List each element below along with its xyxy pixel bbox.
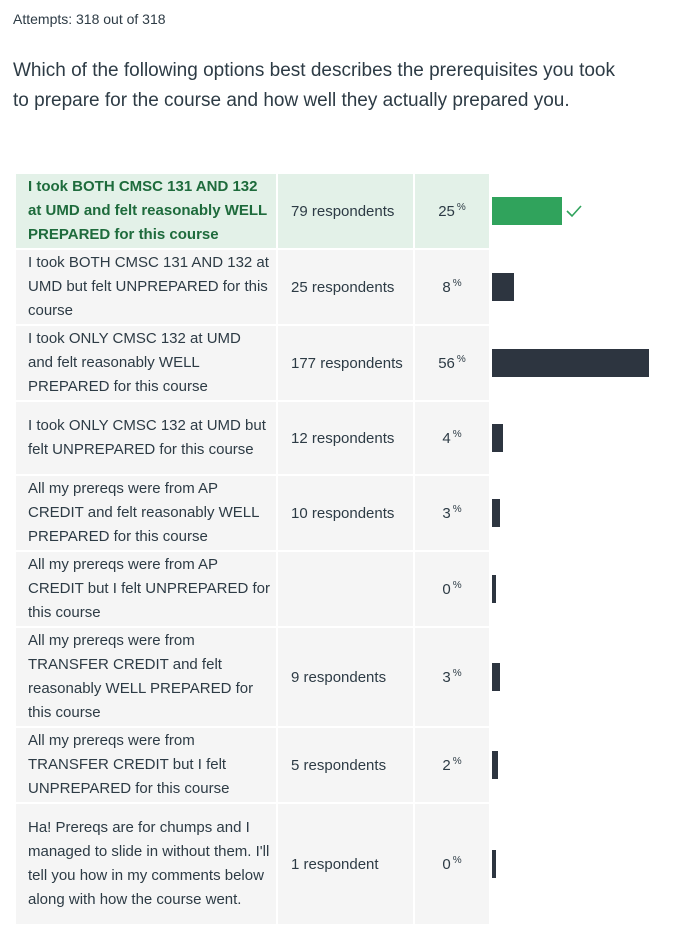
percent-symbol: % [456,202,466,213]
percent-value: 2 [442,757,451,774]
bar-cell [489,475,692,552]
answer-row: I took BOTH CMSC 131 AND 132 at UMD but … [16,249,692,326]
bar-cell [489,551,692,628]
answer-label: All my prereqs were from AP CREDIT but I… [16,551,278,628]
percent-cell: 25% [414,174,489,250]
percentage-bar [492,575,496,603]
percentage-bar [492,499,500,527]
percent-value: 3 [442,505,451,522]
answer-row: All my prereqs were from TRANSFER CREDIT… [16,727,692,804]
answer-results-table: I took BOTH CMSC 131 AND 132 at UMD and … [16,174,692,926]
respondent-count: 9 respondents [277,627,415,728]
answer-row: All my prereqs were from AP CREDIT but I… [16,551,692,628]
percentage-bar [492,197,562,225]
question-text: Which of the following options best desc… [13,60,615,111]
percent-symbol: % [452,668,462,679]
bar-cell [489,249,692,326]
bar-cell [489,803,692,926]
answer-row: Ha! Prereqs are for chumps and I managed… [16,803,692,926]
answer-label: I took ONLY CMSC 132 at UMD and felt rea… [16,325,278,402]
respondent-count: 177 respondents [277,325,415,402]
percentage-bar [492,273,514,301]
answer-label: All my prereqs were from AP CREDIT and f… [16,475,278,552]
percent-symbol: % [452,756,462,767]
answer-label: I took BOTH CMSC 131 AND 132 at UMD but … [16,249,278,326]
percent-value: 3 [442,669,451,686]
bar-cell [489,325,692,402]
answer-label: All my prereqs were from TRANSFER CREDIT… [16,727,278,804]
percent-value: 4 [442,430,451,447]
percent-symbol: % [452,504,462,515]
percent-cell: 4% [414,401,489,476]
answer-row: All my prereqs were from TRANSFER CREDIT… [16,627,692,728]
percentage-bar [492,751,498,779]
percent-cell: 0% [414,551,489,628]
respondent-count: 10 respondents [277,475,415,552]
percent-symbol: % [452,278,462,289]
bar-cell [489,401,692,476]
percent-symbol: % [452,580,462,591]
answer-label: All my prereqs were from TRANSFER CREDIT… [16,627,278,728]
attempts-count: Attempts: 318 out of 318 [13,11,166,27]
percent-symbol: % [456,354,466,365]
answer-label: Ha! Prereqs are for chumps and I managed… [16,803,278,926]
bar-cell [489,727,692,804]
respondent-count: 79 respondents [277,174,415,250]
percentage-bar [492,850,496,878]
percent-value: 25 [438,203,455,220]
answer-row: I took ONLY CMSC 132 at UMD and felt rea… [16,325,692,402]
answer-row: All my prereqs were from AP CREDIT and f… [16,475,692,552]
bar-cell [489,174,692,250]
respondent-count: 5 respondents [277,727,415,804]
answer-row: I took BOTH CMSC 131 AND 132 at UMD and … [16,174,692,250]
percent-cell: 56% [414,325,489,402]
percent-symbol: % [452,429,462,440]
answer-label: I took BOTH CMSC 131 AND 132 at UMD and … [16,174,278,250]
correct-check-icon [566,205,582,218]
respondent-count: 1 respondent [277,803,415,926]
percent-cell: 8% [414,249,489,326]
respondent-count: 25 respondents [277,249,415,326]
percent-symbol: % [452,855,462,866]
percent-value: 0 [442,856,451,873]
answer-row: I took ONLY CMSC 132 at UMD but felt UNP… [16,401,692,476]
respondent-count [277,551,415,628]
bar-cell [489,627,692,728]
percentage-bar [492,424,503,452]
percent-value: 56 [438,355,455,372]
percent-value: 8 [442,279,451,296]
percentage-bar [492,349,649,377]
percent-value: 0 [442,581,451,598]
respondent-count: 12 respondents [277,401,415,476]
percent-cell: 2% [414,727,489,804]
answer-label: I took ONLY CMSC 132 at UMD but felt UNP… [16,401,278,476]
percent-cell: 0% [414,803,489,926]
percent-cell: 3% [414,475,489,552]
percent-cell: 3% [414,627,489,728]
percentage-bar [492,663,500,691]
